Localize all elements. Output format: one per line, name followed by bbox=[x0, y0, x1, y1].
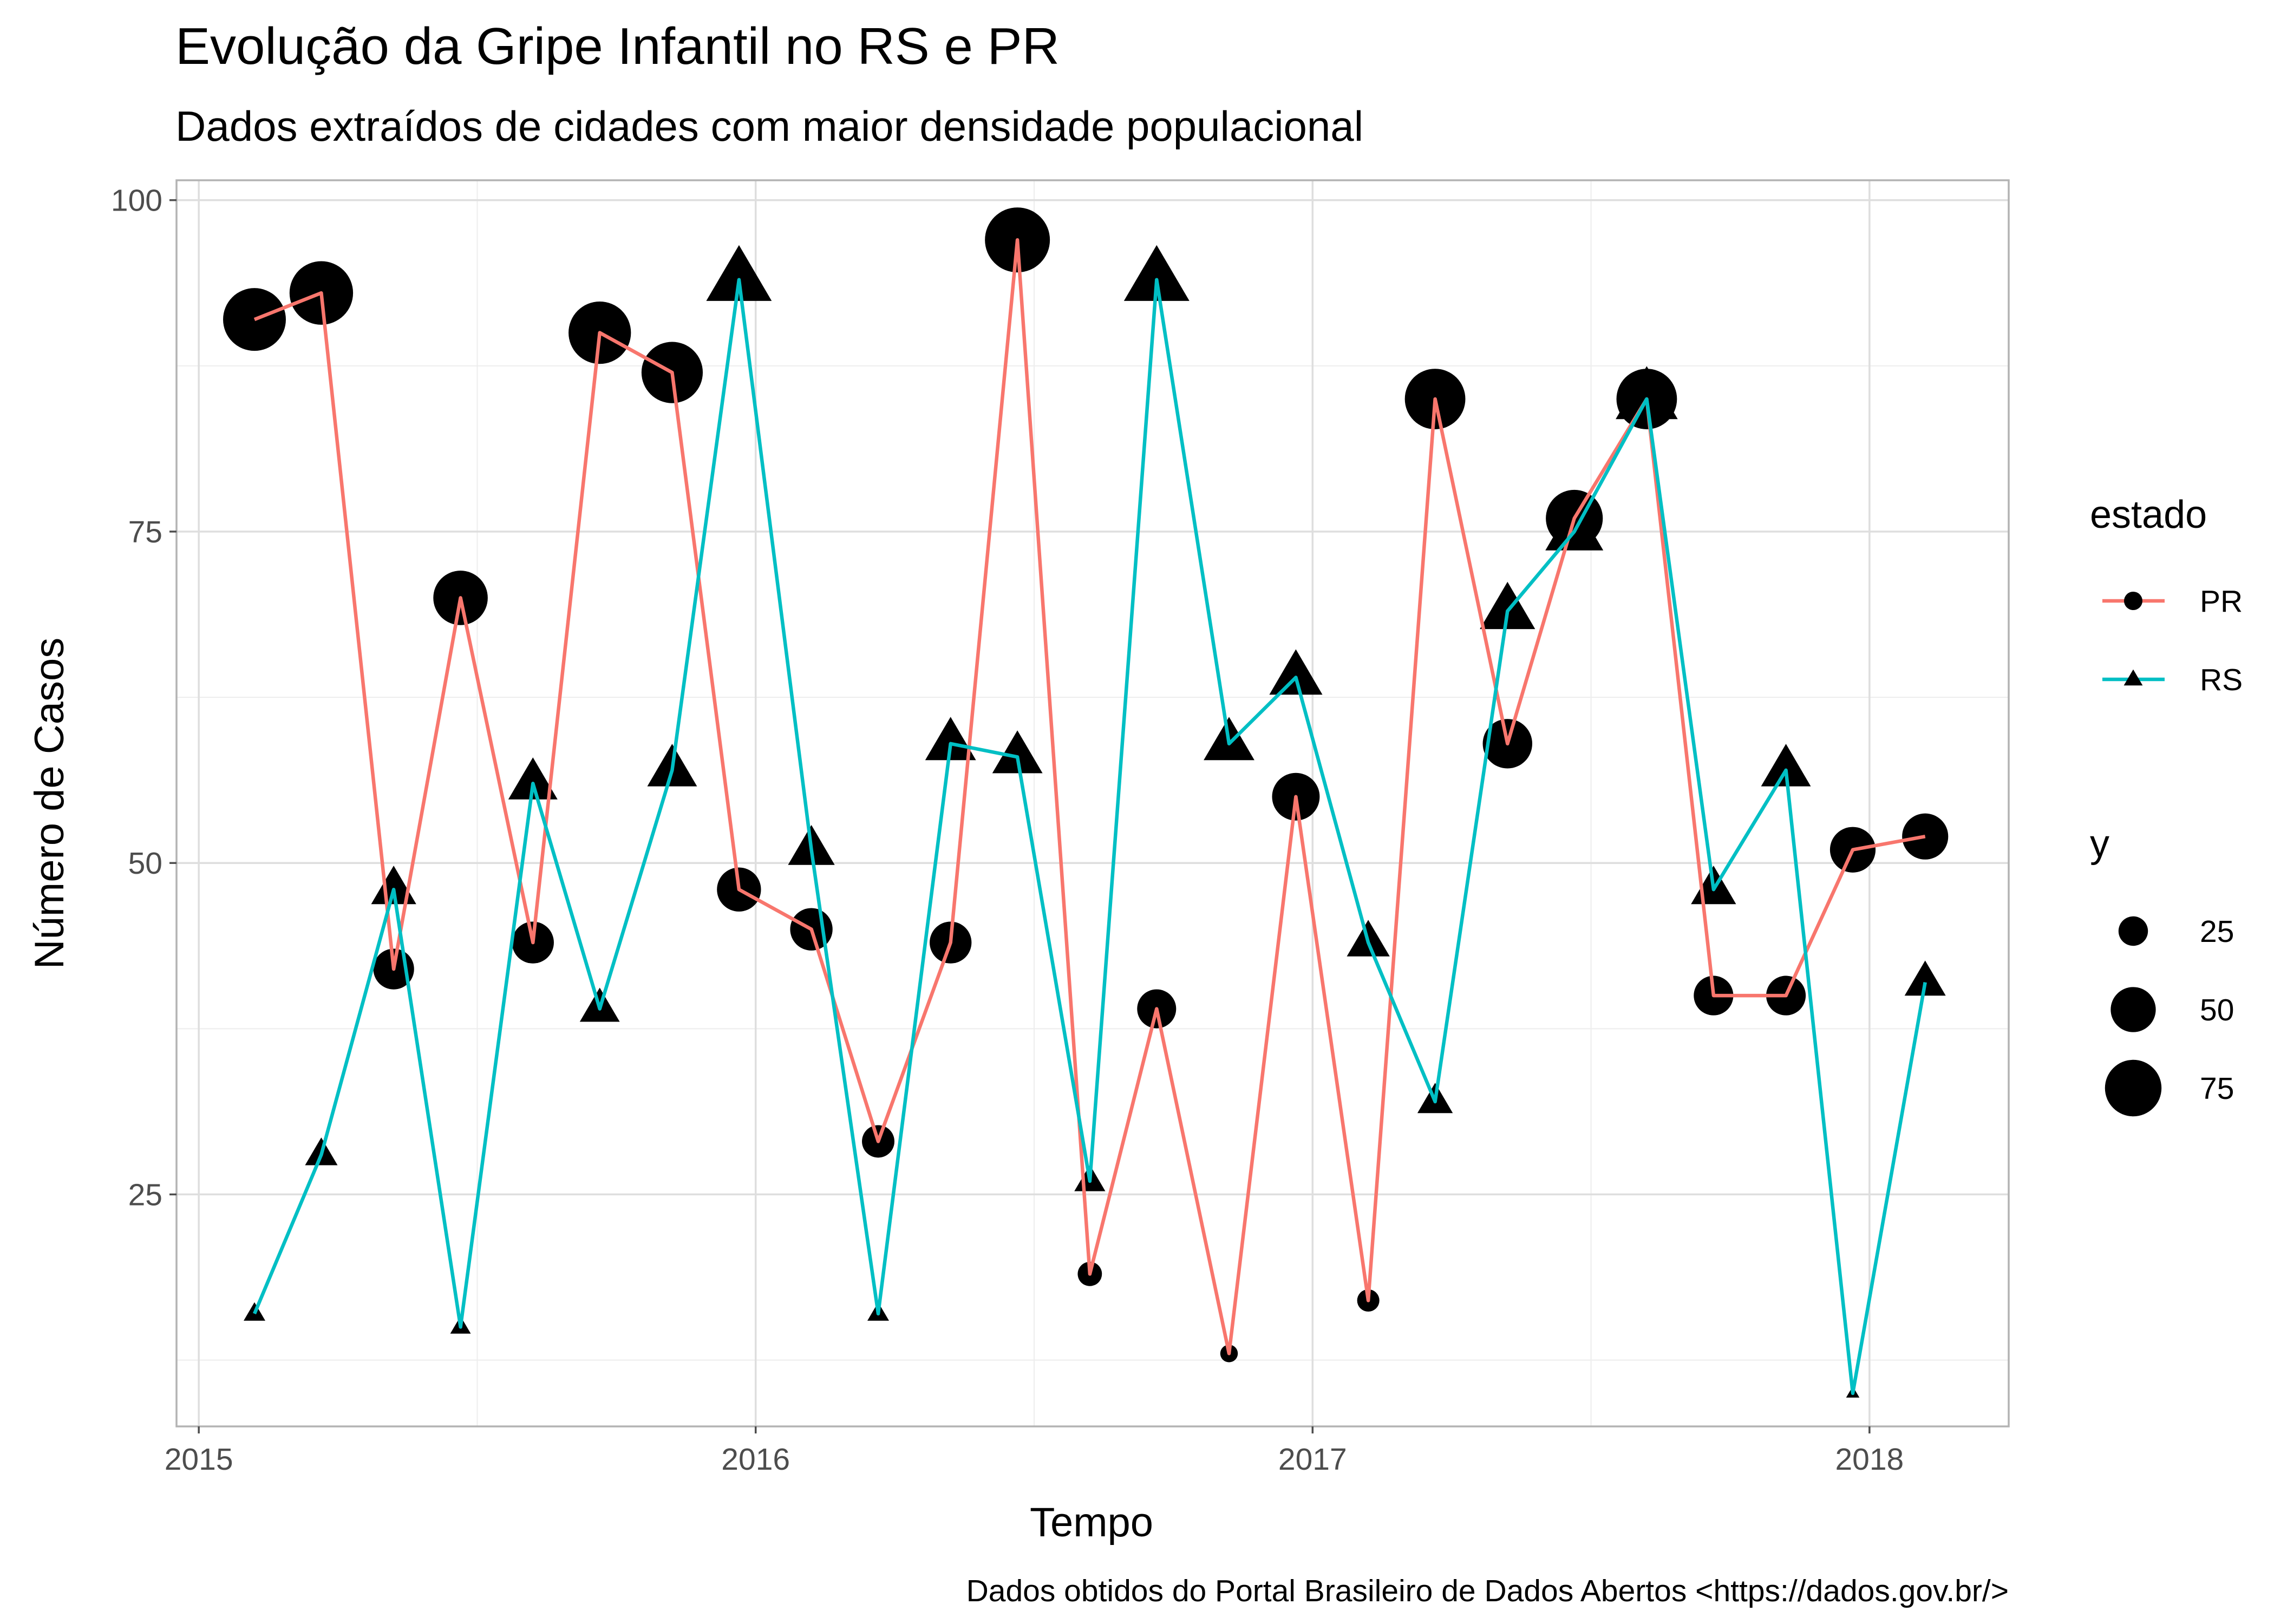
y-tick-label: 75 bbox=[128, 515, 162, 549]
legend-size-title: y bbox=[2090, 822, 2109, 866]
data-point-rs bbox=[1904, 960, 1946, 996]
legend-size-keys: 25 50 75 bbox=[2105, 914, 2234, 1117]
legend-size-key: 25 bbox=[2118, 914, 2234, 949]
data-point-rs bbox=[371, 866, 416, 905]
legend: estado PR RS y 25 50 75 bbox=[2090, 493, 2243, 1117]
panel-border bbox=[175, 179, 2010, 1427]
legend-key-rs: RS bbox=[2102, 663, 2243, 697]
chart-subtitle: Dados extraídos de cidades com maior den… bbox=[175, 102, 1363, 150]
data-point-rs bbox=[1616, 366, 1678, 420]
legend-size-label: 75 bbox=[2200, 1071, 2234, 1106]
data-point-rs bbox=[1480, 581, 1535, 630]
data-point-rs bbox=[1269, 649, 1323, 695]
legend-size-circle bbox=[2110, 987, 2156, 1032]
legend-color-title: estado bbox=[2090, 493, 2207, 536]
data-point-rs bbox=[508, 757, 558, 800]
y-axis: 25 50 75 100 bbox=[111, 184, 177, 1212]
chart-caption: Dados obtidos do Portal Brasileiro de Da… bbox=[966, 1574, 2009, 1608]
series-lines bbox=[253, 238, 1927, 1396]
data-point-pr bbox=[1902, 813, 1949, 860]
series-line-rs bbox=[253, 278, 1927, 1396]
panel-background bbox=[177, 180, 2009, 1426]
data-point-rs bbox=[706, 245, 772, 301]
x-axis-title: Tempo bbox=[1030, 1499, 1153, 1546]
chart-title: Evolução da Gripe Infantil no RS e PR bbox=[175, 17, 1060, 75]
legend-size-circle bbox=[2118, 916, 2148, 946]
legend-size-key: 75 bbox=[2105, 1059, 2234, 1117]
legend-marker-rs bbox=[2123, 669, 2143, 686]
data-point-rs bbox=[1123, 245, 1190, 301]
data-point-rs bbox=[1545, 501, 1604, 551]
legend-key-pr: PR bbox=[2102, 584, 2243, 619]
data-point-pr bbox=[223, 288, 286, 351]
x-tick-label: 2017 bbox=[1278, 1442, 1347, 1477]
minor-gridlines bbox=[177, 180, 2009, 1426]
plot-panel bbox=[175, 179, 2010, 1427]
y-axis-title: Número de Casos bbox=[27, 638, 73, 970]
x-tick-label: 2016 bbox=[721, 1442, 790, 1477]
legend-size-circle bbox=[2105, 1059, 2162, 1117]
legend-label-pr: PR bbox=[2200, 584, 2243, 619]
data-point-rs bbox=[1761, 744, 1811, 787]
legend-size-key: 50 bbox=[2110, 987, 2234, 1032]
x-tick-label: 2015 bbox=[165, 1442, 233, 1477]
legend-label-rs: RS bbox=[2200, 663, 2243, 697]
x-tick-label: 2018 bbox=[1835, 1442, 1904, 1477]
legend-color-keys: PR RS bbox=[2102, 584, 2243, 697]
y-tick-label: 100 bbox=[111, 184, 162, 218]
x-axis: 2015 2016 2017 2018 bbox=[165, 1426, 1904, 1477]
legend-size-label: 25 bbox=[2200, 914, 2234, 949]
legend-size-label: 50 bbox=[2200, 993, 2234, 1027]
data-point-rs bbox=[925, 717, 976, 761]
legend-marker-pr bbox=[2124, 592, 2142, 610]
y-tick-label: 25 bbox=[128, 1177, 162, 1212]
y-tick-label: 50 bbox=[128, 846, 162, 881]
data-point-rs bbox=[992, 730, 1043, 774]
